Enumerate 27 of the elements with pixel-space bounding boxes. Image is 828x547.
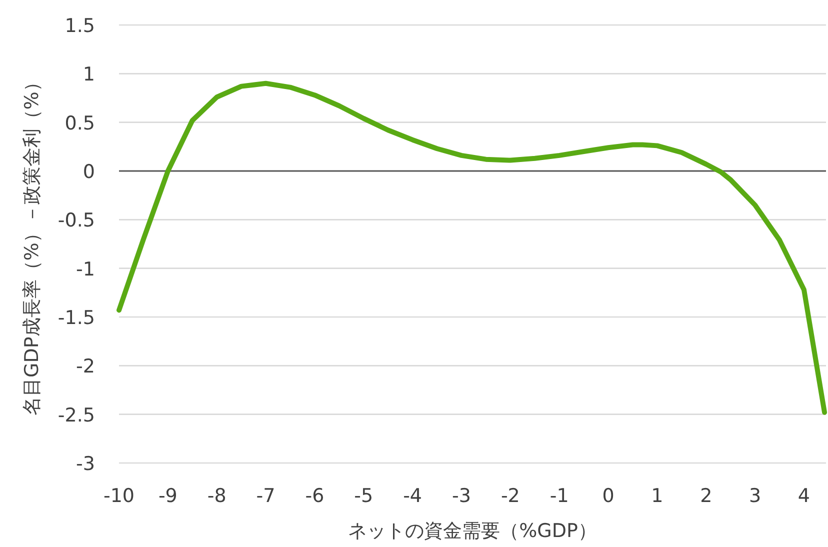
x-tick-label: -4 bbox=[403, 485, 422, 507]
x-tick-label: 2 bbox=[700, 485, 712, 507]
y-axis-title: 名目GDP成長率（%）－政策金利（%） bbox=[21, 72, 43, 416]
y-tick-label: 0 bbox=[82, 161, 95, 183]
x-tick-label: -7 bbox=[256, 485, 276, 507]
x-tick-label: -6 bbox=[305, 485, 324, 507]
x-tick-label: -1 bbox=[550, 485, 569, 507]
x-axis-title: ネットの資金需要（%GDP） bbox=[348, 520, 597, 542]
y-tick-label: -3 bbox=[76, 453, 95, 475]
x-tick-label: -9 bbox=[158, 485, 178, 507]
x-tick-label: 3 bbox=[749, 485, 762, 507]
x-tick-label: -3 bbox=[452, 485, 471, 507]
y-tick-label: 0.5 bbox=[64, 112, 95, 134]
x-tick-label: -2 bbox=[500, 485, 520, 507]
y-tick-label: 1.5 bbox=[64, 15, 95, 37]
x-tick-label: -8 bbox=[207, 485, 226, 507]
y-tick-label: -1.5 bbox=[58, 307, 95, 329]
y-tick-label: -2 bbox=[76, 356, 95, 378]
y-tick-label: -1 bbox=[76, 258, 95, 280]
x-tick-label: -10 bbox=[103, 485, 135, 507]
y-tick-label: -2.5 bbox=[58, 404, 95, 426]
y-tick-label: 1 bbox=[82, 64, 95, 86]
x-tick-label: -5 bbox=[354, 485, 374, 507]
y-tick-label: -0.5 bbox=[58, 210, 95, 232]
x-tick-label: 4 bbox=[798, 485, 810, 507]
x-tick-label: 0 bbox=[602, 485, 614, 507]
x-tick-label: 1 bbox=[651, 485, 664, 507]
